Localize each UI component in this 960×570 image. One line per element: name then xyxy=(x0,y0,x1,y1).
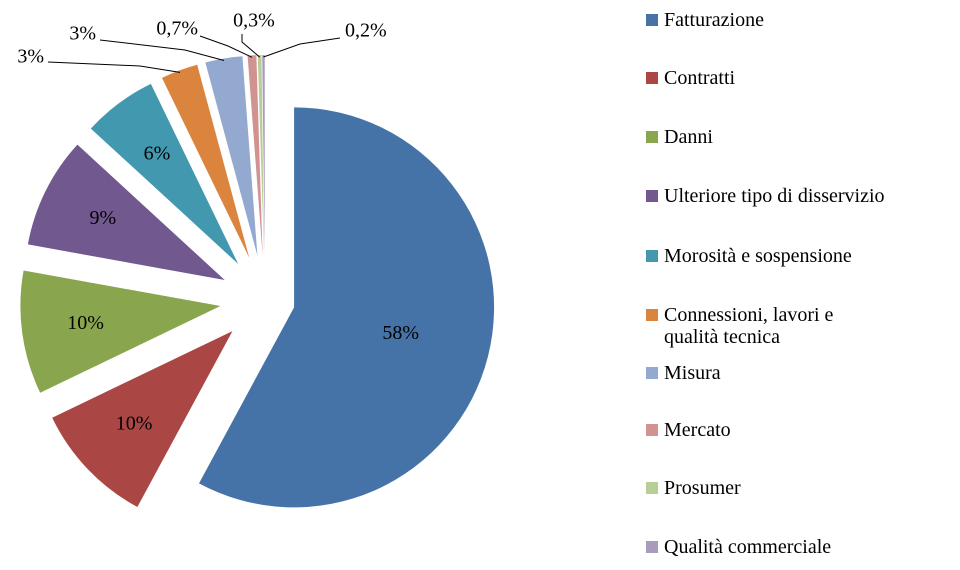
legend-item: Contratti xyxy=(646,67,735,89)
pie-slice xyxy=(199,107,495,508)
legend-swatch xyxy=(646,14,658,26)
legend-label: Ulteriore tipo di disservizio xyxy=(664,185,885,207)
leader-line xyxy=(99,39,225,61)
legend-label: Contratti xyxy=(664,67,736,89)
legend-swatch xyxy=(646,482,658,494)
leader-line xyxy=(199,35,253,58)
legend-item: Morosità e sospensione xyxy=(646,245,852,267)
leader-line xyxy=(47,61,181,73)
pie-slice xyxy=(247,55,263,256)
data-label: 9% xyxy=(90,207,117,229)
data-label: 58% xyxy=(382,322,419,344)
pie-slice xyxy=(52,331,233,508)
pie-slice xyxy=(161,64,250,258)
data-label: 3% xyxy=(69,23,96,45)
pie-slice xyxy=(262,55,265,256)
legend-item: Misura xyxy=(646,362,721,384)
legend-swatch xyxy=(646,541,658,553)
legend-label: Mercato xyxy=(664,419,731,441)
data-label: 10% xyxy=(116,413,153,435)
legend-swatch xyxy=(646,131,658,143)
legend-label: Qualità commerciale xyxy=(664,536,832,558)
legend-item: Ulteriore tipo di disservizio xyxy=(646,185,885,207)
legend-swatch xyxy=(646,309,658,321)
legend-label: Danni xyxy=(664,126,713,148)
leader-line xyxy=(241,34,260,58)
data-label: 0,2% xyxy=(345,20,387,42)
legend-label: Fatturazione xyxy=(664,9,764,31)
legend-item: Mercato xyxy=(646,419,731,441)
legend: Fatturazione Contratti Danni Ulteriore tipo… xyxy=(646,0,960,570)
pie-slice xyxy=(205,56,258,256)
pie-slice xyxy=(90,83,239,264)
pie: 58% 10% 10% 9% 6% 3% 3% 0,7% 0,3% 0,2% xyxy=(17,10,495,508)
data-label: 0,3% xyxy=(233,10,275,32)
legend-label: Connessioni, lavori e qualità tecnica xyxy=(664,304,834,348)
pie-slice xyxy=(20,270,221,393)
legend-swatch xyxy=(646,424,658,436)
legend-item: Fatturazione xyxy=(646,9,764,31)
legend-swatch xyxy=(646,72,658,84)
data-label: 10% xyxy=(67,312,104,334)
data-label: 3% xyxy=(17,46,44,68)
legend-swatch xyxy=(646,190,658,202)
legend-item: Danni xyxy=(646,126,713,148)
legend-swatch xyxy=(646,250,658,262)
legend-item: Qualità commerciale xyxy=(646,536,831,558)
legend-label: Prosumer xyxy=(664,477,741,499)
data-label: 6% xyxy=(144,142,171,164)
legend-swatch xyxy=(646,367,658,379)
legend-item: Connessioni, lavori e qualità tecnica xyxy=(646,304,864,348)
data-label: 0,7% xyxy=(156,18,198,40)
legend-label: Morosità e sospensione xyxy=(664,245,852,267)
legend-item: Prosumer xyxy=(646,477,741,499)
leader-line xyxy=(263,37,341,58)
legend-label: Misura xyxy=(664,362,721,384)
pie-slice xyxy=(257,55,265,256)
pie-slice xyxy=(27,144,225,280)
